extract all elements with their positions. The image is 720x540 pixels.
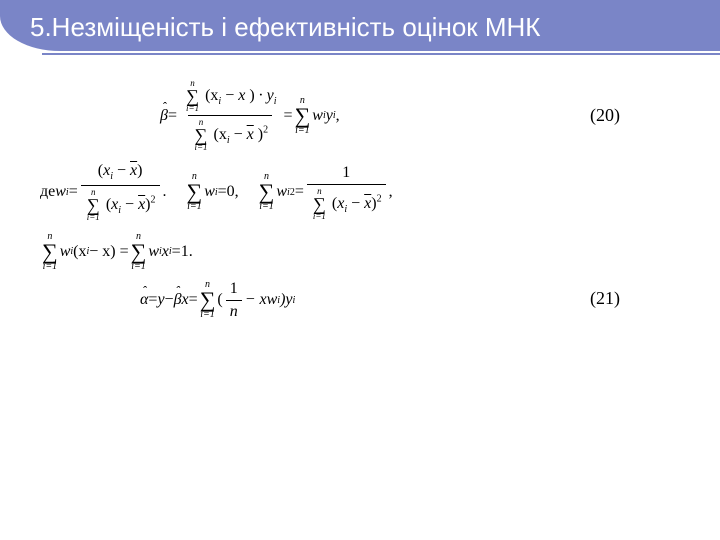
definitions-line: де wi = (xi − x) n ∑ i=1 (xi − x)2 <box>40 162 680 221</box>
xi-open: (x <box>205 87 218 104</box>
beta-fraction: n ∑ i=1 (xi − x ) · yi n ∑ i=1 (xi <box>180 79 281 152</box>
slide-header: 5.Незміщеність і ефективність оцінок МНК <box>0 0 720 51</box>
sum-wi-zero: n ∑ i=1 wi = 0, <box>185 172 239 212</box>
def-wi: де wi = (xi − x) n ∑ i=1 (xi − x)2 <box>40 162 167 221</box>
sum-wixi-line: n ∑ i=1 wi (xi − x ) = n ∑ i=1 wi xi = 1… <box>40 232 680 272</box>
header-underline-wrap <box>0 51 720 61</box>
beta-frac-num: n ∑ i=1 (xi − x ) · yi <box>180 79 281 115</box>
equation-21-row: α = y − βx = n ∑ i=1 ( 1 n − xwi )yi (21… <box>40 276 680 321</box>
beta-frac-den: n ∑ i=1 (xi − x )2 <box>188 115 272 152</box>
eq: = <box>168 107 177 125</box>
wi-frac: (xi − x) n ∑ i=1 (xi − x)2 <box>81 162 160 221</box>
sum-wi-sq: n ∑ i=1 wi2 = 1 n ∑ i=1 (xi − x)2 , <box>257 164 393 221</box>
eq-21-number: (21) <box>590 288 620 309</box>
alpha-hat: α <box>140 291 148 309</box>
equation-21: α = y − βx = n ∑ i=1 ( 1 n − xwi )yi <box>140 280 295 321</box>
sum-3: n ∑ i=1 <box>295 96 311 136</box>
equation-20-row: β = n ∑ i=1 (xi − x ) · yi n <box>40 79 680 152</box>
beta-hat: β <box>160 107 168 125</box>
content-area: β = n ∑ i=1 (xi − x ) · yi n <box>0 61 720 344</box>
sum-1: n ∑ i=1 <box>186 79 199 113</box>
equation-20: β = n ∑ i=1 (xi − x ) · yi n <box>160 79 340 152</box>
eq-20-number: (20) <box>590 105 620 126</box>
sum-2: n ∑ i=1 <box>194 118 207 152</box>
header-underline <box>42 53 720 55</box>
slide-title: 5.Незміщеність і ефективність оцінок МНК <box>30 10 690 45</box>
